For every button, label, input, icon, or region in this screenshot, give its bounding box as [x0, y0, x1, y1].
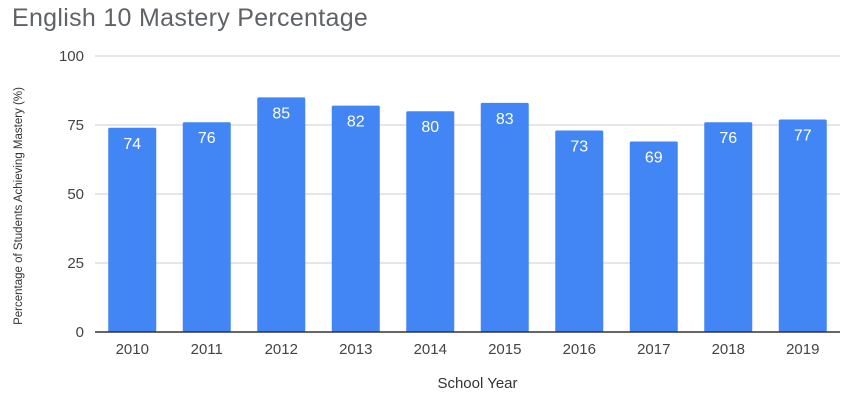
data-label: 82: [347, 114, 365, 131]
bars: [108, 97, 827, 333]
bar: [480, 102, 529, 332]
y-tick-label: 75: [67, 117, 84, 134]
x-tick-label: 2019: [786, 341, 819, 358]
data-label: 74: [123, 136, 141, 153]
x-tick-label: 2010: [116, 341, 149, 358]
bar: [331, 105, 380, 333]
y-tick-label: 25: [67, 255, 84, 272]
y-axis-title: Percentage of Students Achieving Mastery…: [13, 87, 25, 325]
data-label: 69: [645, 150, 663, 167]
x-tick-label: 2013: [339, 341, 372, 358]
bar: [182, 122, 231, 333]
bar: [778, 119, 827, 332]
bar: [555, 130, 604, 332]
data-label: 85: [272, 105, 290, 122]
bar: [108, 127, 157, 332]
bar: [406, 111, 455, 332]
data-label: 76: [719, 130, 737, 147]
y-tick-label: 100: [59, 48, 84, 65]
data-label: 83: [496, 111, 514, 128]
bar: [629, 141, 678, 332]
data-labels: 74 76 85 82 80 83 73 69 76 77: [123, 105, 811, 166]
data-label: 77: [794, 127, 812, 144]
chart-title: English 10 Mastery Percentage: [12, 4, 369, 32]
data-label: 73: [570, 139, 588, 156]
bar: [704, 122, 753, 333]
x-axis-title: School Year: [437, 375, 517, 392]
x-tick-label: 2018: [712, 341, 745, 358]
x-axis-ticks: 2010 2011 2012 2013 2014 2015 2016 2017 2018 2019: [116, 341, 820, 358]
x-tick-label: 2014: [414, 341, 447, 358]
x-tick-label: 2017: [637, 341, 670, 358]
x-tick-label: 2011: [191, 341, 223, 358]
data-label: 76: [198, 130, 216, 147]
x-tick-label: 2015: [488, 341, 521, 358]
bar: [257, 97, 306, 333]
y-axis-ticks: 0 25 50 75 100: [59, 48, 84, 341]
y-tick-label: 0: [76, 324, 84, 341]
x-tick-label: 2016: [563, 341, 596, 358]
data-label: 80: [421, 119, 439, 136]
x-tick-label: 2012: [265, 341, 298, 358]
y-tick-label: 50: [67, 186, 84, 203]
